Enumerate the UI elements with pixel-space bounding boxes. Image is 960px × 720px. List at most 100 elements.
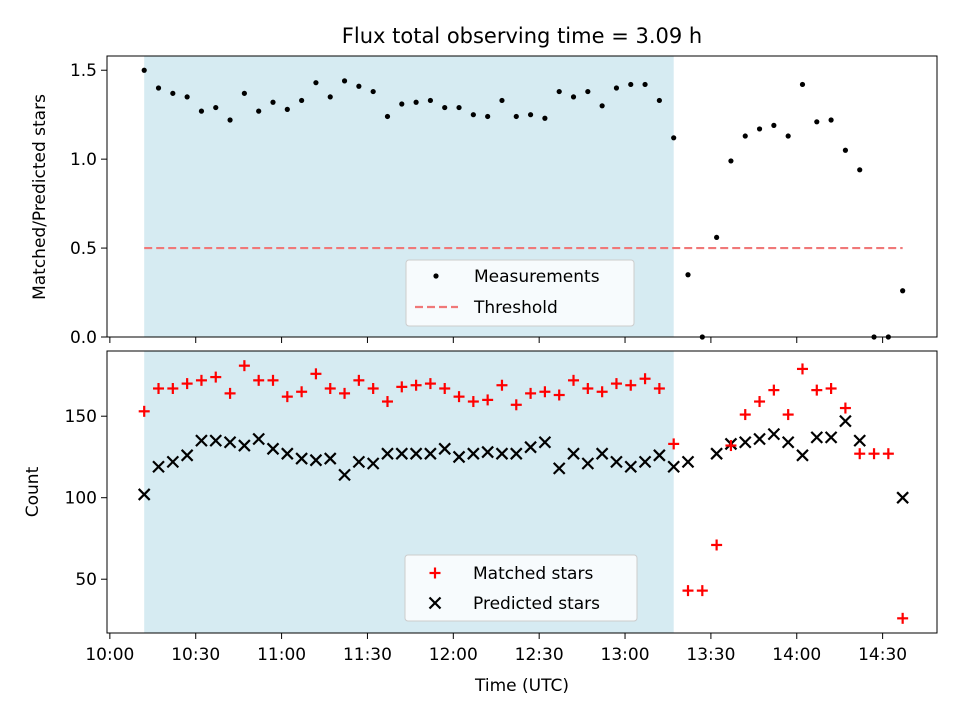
matched-star-point [897,612,909,624]
matched-star-point [253,374,265,386]
predicted-star-point [667,460,680,474]
measurement-point [141,67,147,73]
x-axis-label: Time (UTC) [474,676,569,696]
predicted-star-point [624,460,638,474]
predicted-star-point [424,447,437,460]
measurement-point [155,85,162,91]
predicted-star-point [438,442,452,456]
legend-matched-stars-marker [429,567,441,579]
measurement-point [814,119,820,125]
matched-star-point [339,387,351,399]
bottom-y-axis-label: Count [23,466,43,517]
matched-star-point [224,387,236,399]
predicted-star-point [495,447,509,460]
top-y-tick-label: 0.0 [70,328,97,348]
measurement-point [198,108,205,114]
matched-star-point [267,374,279,386]
matched-star-point [639,373,651,385]
matched-star-point [181,378,193,390]
measurement-point [656,97,662,104]
matched-star-point [210,371,222,383]
matched-star-point [324,382,336,394]
predicted-star-point [166,455,180,469]
predicted-star-point [195,434,208,447]
matched-star-point [525,387,537,399]
measurement-point [299,97,305,104]
measurement-point [599,103,605,109]
measurement-point [570,94,577,100]
matched-star-point [768,384,780,396]
matched-star-point [410,379,422,391]
predicted-star-point [409,447,423,460]
predicted-star-point [323,452,337,465]
matched-star-point [625,379,637,391]
matched-star-point [596,386,608,398]
measurement-point [857,167,863,173]
bottom-x-tick-label: 12:30 [515,645,564,665]
legend-threshold-label: Threshold [473,298,558,318]
matched-star-point [696,585,708,597]
legend-x-glyph [428,596,442,610]
measurement-point [799,81,806,88]
measurement-point [399,101,405,107]
bottom-x-tick-label: 13:00 [601,645,650,665]
measurement-point [227,117,233,123]
matched-star-point [167,382,179,394]
bottom-x-axis: 10:00 10:30 11:00 11:30 12:00 12:30 13:00 13:30… [85,633,907,665]
predicted-star-point [252,432,265,446]
predicted-star-point [653,449,666,462]
matched-star-point [754,396,766,408]
matched-star-point [668,438,680,450]
top-y-tick-label: 1.0 [70,150,97,170]
measurement-point [842,147,849,153]
top-chart-title: Flux total observing time = 3.09 h [342,24,702,48]
predicted-star-point [595,447,609,460]
top-x-axis-ticks [109,337,884,343]
measurement-point [256,108,262,114]
bottom-x-tick-label: 10:30 [171,645,220,665]
predicted-star-point [552,462,566,475]
measurement-point [728,158,734,164]
matched-star-point [482,394,494,406]
measurement-point [456,104,462,111]
bottom-legend-box [404,554,638,622]
measurement-point [384,113,391,120]
predicted-star-point [137,488,151,501]
predicted-star-point [853,434,867,447]
matched-star-point [725,440,737,452]
top-panel: Flux total observing time = 3.09 h 0.00.… [30,24,938,348]
bottom-x-tick-label: 11:30 [343,645,392,665]
predicted-star-point [681,455,695,469]
matched-star-point [296,386,308,398]
matched-star-point [367,382,379,394]
measurement-point [585,88,591,95]
legend-predicted-stars-label: Predicted stars [473,594,600,614]
measurement-point [513,113,519,120]
legend-plus-glyph [429,567,441,579]
matched-star-point [453,391,465,403]
bottom-legend: Matched stars Predicted stars [404,554,638,622]
matched-star-point [439,382,451,394]
bottom-plot-frame [106,350,938,634]
legend-matched-stars-label: Matched stars [473,564,593,584]
matched-star-point [467,396,479,408]
predicted-star-point [610,455,623,469]
measurement-point [542,115,548,121]
measurement-point [756,126,763,132]
predicted-star-point [509,447,523,460]
top-y-tick-label: 1.5 [70,61,97,81]
predicted-star-point [567,447,580,460]
measurement-point [900,288,906,294]
predicted-star-point [295,452,308,465]
legend-measurements-marker [433,273,439,279]
matched-star-point [739,409,751,421]
matched-star-point [153,382,165,394]
measurement-point [341,78,348,84]
measurement-point [356,83,362,89]
bottom-x-tick-label: 11:00 [257,645,306,665]
top-legend: Measurements Threshold [405,259,635,327]
matched-star-point [854,448,866,460]
predicted-star-point [352,455,366,469]
